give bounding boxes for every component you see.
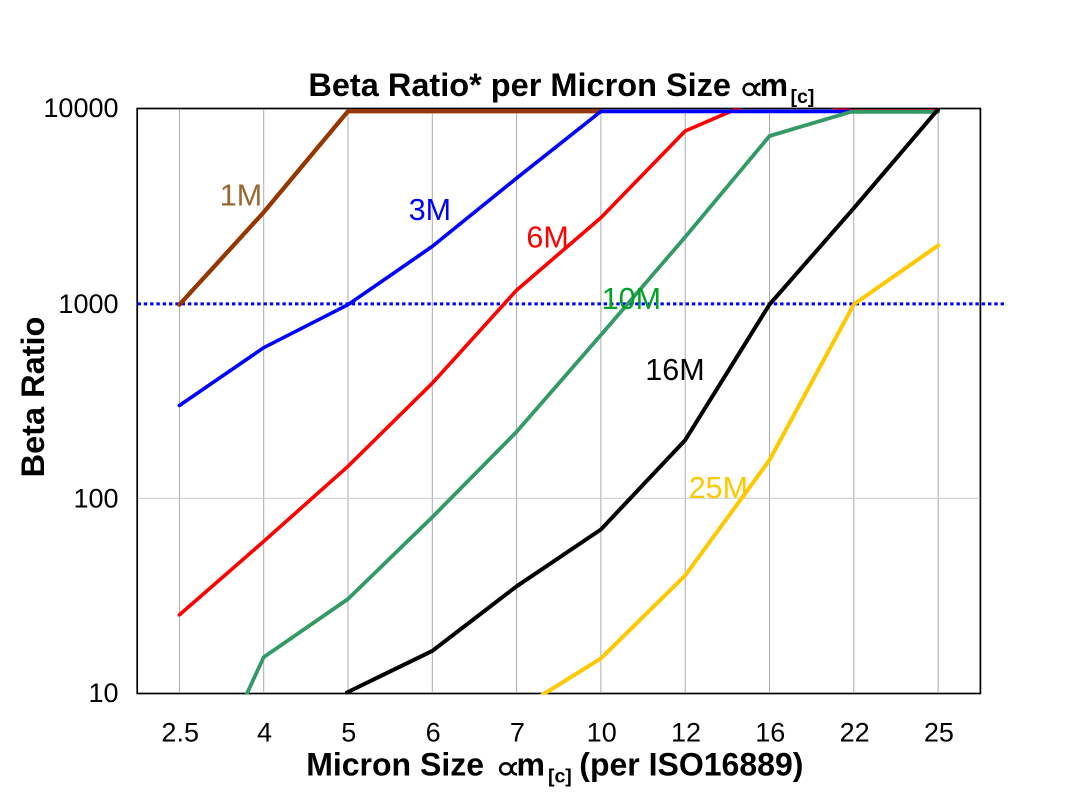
svg-text:12: 12 — [671, 717, 701, 747]
svg-text:1000: 1000 — [58, 289, 118, 319]
svg-text:7: 7 — [510, 717, 525, 747]
svg-text:10M: 10M — [602, 282, 661, 316]
svg-text:100: 100 — [73, 484, 118, 514]
svg-text:5: 5 — [341, 717, 356, 747]
svg-text:Micron Size: Micron Size — [306, 747, 484, 783]
svg-text:3M: 3M — [409, 193, 451, 227]
svg-text:Beta Ratio* per Micron Size: Beta Ratio* per Micron Size — [308, 67, 731, 103]
svg-text:6M: 6M — [526, 221, 568, 255]
svg-text:25M: 25M — [689, 471, 748, 505]
svg-text:1M: 1M — [220, 179, 262, 213]
svg-text:10: 10 — [587, 717, 617, 747]
svg-text:10000: 10000 — [43, 93, 118, 123]
svg-text:6: 6 — [426, 717, 441, 747]
svg-text:Beta Ratio: Beta Ratio — [15, 317, 51, 478]
svg-text:22: 22 — [840, 717, 870, 747]
svg-text:4: 4 — [257, 717, 272, 747]
svg-text:16M: 16M — [645, 353, 704, 387]
svg-text:2.5: 2.5 — [161, 717, 199, 747]
svg-text:25: 25 — [924, 717, 954, 747]
svg-text:10: 10 — [88, 678, 118, 708]
svg-text:(per ISO16889): (per ISO16889) — [570, 747, 803, 783]
svg-text:16: 16 — [755, 717, 785, 747]
